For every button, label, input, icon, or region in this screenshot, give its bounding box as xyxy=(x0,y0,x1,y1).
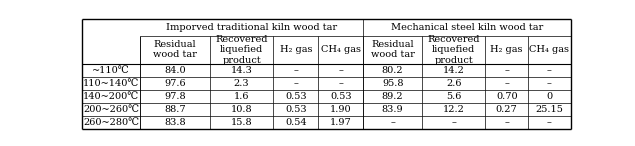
Text: –: – xyxy=(338,66,344,75)
Text: –: – xyxy=(293,66,298,75)
Text: –: – xyxy=(547,79,552,88)
Text: Recovered
liquefied
product: Recovered liquefied product xyxy=(215,35,268,65)
Text: 95.8: 95.8 xyxy=(382,79,403,88)
Text: 97.8: 97.8 xyxy=(164,92,186,101)
Text: Residual
wood tar: Residual wood tar xyxy=(371,40,415,59)
Text: CH₄ gas: CH₄ gas xyxy=(529,45,569,54)
Text: 80.2: 80.2 xyxy=(382,66,403,75)
Text: Mechanical steel kiln wood tar: Mechanical steel kiln wood tar xyxy=(391,23,543,32)
Text: Imporved traditional kiln wood tar: Imporved traditional kiln wood tar xyxy=(166,23,337,32)
Text: H₂ gas: H₂ gas xyxy=(279,45,312,54)
Text: CH₄ gas: CH₄ gas xyxy=(321,45,361,54)
Text: 0.70: 0.70 xyxy=(496,92,518,101)
Text: 14.3: 14.3 xyxy=(231,66,253,75)
Text: ~110℃: ~110℃ xyxy=(92,66,130,75)
Text: –: – xyxy=(547,66,552,75)
Text: –: – xyxy=(504,79,509,88)
Text: 84.0: 84.0 xyxy=(164,66,186,75)
Text: 110~140℃: 110~140℃ xyxy=(83,79,139,88)
Text: –: – xyxy=(293,79,298,88)
Text: –: – xyxy=(504,118,509,127)
Text: 140~200℃: 140~200℃ xyxy=(83,92,139,101)
Text: 2.6: 2.6 xyxy=(446,79,462,88)
Text: 200~260℃: 200~260℃ xyxy=(83,105,139,114)
Text: 88.7: 88.7 xyxy=(164,105,186,114)
Text: 83.8: 83.8 xyxy=(164,118,186,127)
Text: 0.53: 0.53 xyxy=(285,92,307,101)
Text: 1.90: 1.90 xyxy=(330,105,352,114)
Text: 15.8: 15.8 xyxy=(231,118,253,127)
Text: –: – xyxy=(338,79,344,88)
Text: 5.6: 5.6 xyxy=(446,92,462,101)
Text: 2.3: 2.3 xyxy=(234,79,250,88)
Text: 10.8: 10.8 xyxy=(231,105,253,114)
Text: 1.6: 1.6 xyxy=(234,92,250,101)
Text: Residual
wood tar: Residual wood tar xyxy=(153,40,197,59)
Text: Recovered
liquefied
product: Recovered liquefied product xyxy=(427,35,480,65)
Text: 0.27: 0.27 xyxy=(496,105,518,114)
Text: 1.97: 1.97 xyxy=(330,118,352,127)
Text: 83.9: 83.9 xyxy=(382,105,403,114)
Text: 89.2: 89.2 xyxy=(382,92,403,101)
Text: 0.54: 0.54 xyxy=(285,118,307,127)
Text: 260~280℃: 260~280℃ xyxy=(83,118,139,127)
Text: 0.53: 0.53 xyxy=(285,105,307,114)
Text: –: – xyxy=(504,66,509,75)
Text: 12.2: 12.2 xyxy=(443,105,465,114)
Text: 0.53: 0.53 xyxy=(330,92,352,101)
Text: 97.6: 97.6 xyxy=(164,79,186,88)
Text: –: – xyxy=(547,118,552,127)
Text: 14.2: 14.2 xyxy=(443,66,465,75)
Text: –: – xyxy=(451,118,456,127)
Text: H₂ gas: H₂ gas xyxy=(490,45,523,54)
Text: –: – xyxy=(390,118,395,127)
Text: 0: 0 xyxy=(546,92,552,101)
Text: 25.15: 25.15 xyxy=(535,105,563,114)
